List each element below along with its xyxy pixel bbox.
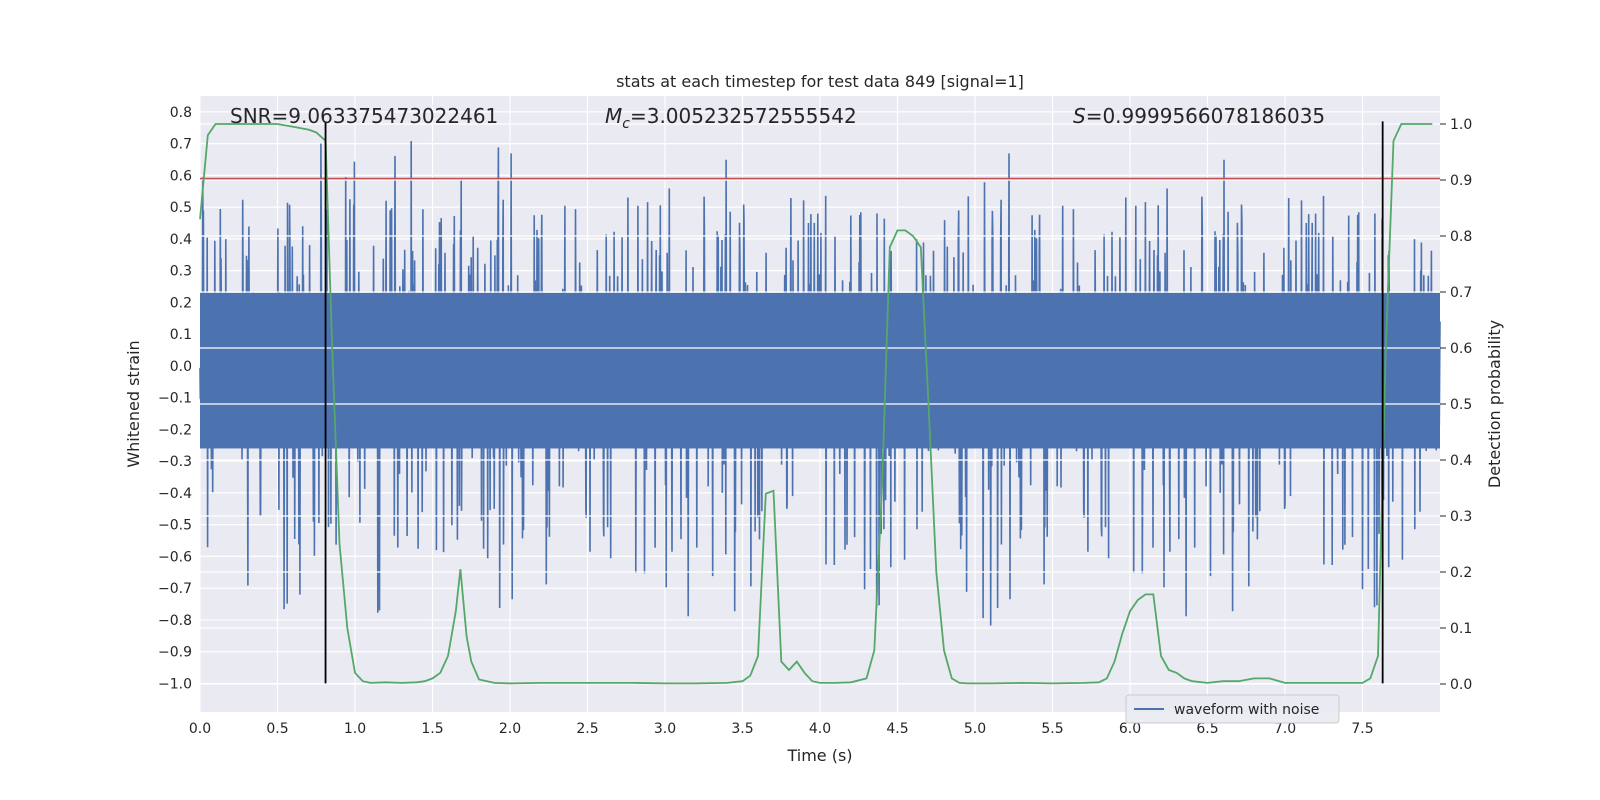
y-tick-label: −0.7	[158, 581, 192, 597]
y2-tick-label: 0.7	[1450, 285, 1472, 301]
y2-tick-label: 0.8	[1450, 229, 1472, 245]
y-tick-label: −0.2	[158, 422, 192, 438]
waveform-line	[199, 140, 1441, 626]
x-tick-label: 3.0	[654, 721, 676, 737]
x-tick-label: 1.0	[344, 721, 366, 737]
probability-line	[199, 123, 1433, 685]
mc-value: =3.005232572555542	[630, 104, 857, 128]
x-axis-ticks: 0.0 0.5 1.0 1.5 2.0 2.5 3.0 3.5 4.0 4.5 5.0 5.5 6.0 6…	[189, 721, 1374, 737]
y2-tick-label: 0.5	[1450, 397, 1472, 413]
legend: waveform with noise	[1125, 694, 1340, 724]
mc-subscript: c	[622, 116, 630, 132]
y-tick-label: −0.8	[158, 613, 192, 629]
y2-tick-label: 0.4	[1450, 453, 1472, 469]
x-tick-label: 4.5	[886, 721, 908, 737]
y-tick-label: −1.0	[158, 676, 192, 692]
mc-symbol: M	[605, 104, 622, 128]
y2-tick-label: 0.3	[1450, 509, 1472, 525]
y-tick-label: 0.8	[170, 105, 192, 121]
x-tick-label: 5.0	[964, 721, 986, 737]
y-axis-label: Whitened strain	[124, 340, 143, 467]
y-tick-label: −0.3	[158, 454, 192, 470]
y-tick-label: 0.1	[170, 327, 192, 343]
y-tick-label: 0.4	[170, 232, 192, 248]
x-tick-label: 2.5	[576, 721, 598, 737]
x-tick-label: 5.5	[1041, 721, 1063, 737]
threshold-line-group	[200, 123, 1440, 685]
x-tick-label: 7.5	[1351, 721, 1373, 737]
legend-box	[1125, 694, 1340, 724]
x-tick-label: 4.0	[809, 721, 831, 737]
y2-axis-ticks: 1.0 0.9 0.8 0.7 0.6 0.5 0.4 0.3 0.2 0.1 0.0	[1440, 117, 1472, 693]
snr-annotation: SNR=9.063375473022461	[230, 104, 498, 128]
y-tick-label: −0.6	[158, 549, 192, 565]
x-tick-label: 1.5	[421, 721, 443, 737]
s-symbol: S	[1073, 104, 1086, 128]
x-tick-label: 0.5	[266, 721, 288, 737]
y-axis-ticks: 0.8 0.7 0.6 0.5 0.4 0.3 0.2 0.1 0.0 −0.1 −0.2 −0.3 −…	[158, 105, 192, 693]
x-tick-label: 0.0	[189, 721, 211, 737]
y-tick-label: 0.2	[170, 295, 192, 311]
y-tick-label: −0.4	[158, 486, 192, 502]
y-tick-label: 0.3	[170, 264, 192, 280]
x-axis-label: Time (s)	[786, 746, 852, 765]
y2-tick-label: 0.6	[1450, 341, 1472, 357]
y2-tick-label: 0.1	[1450, 621, 1472, 637]
y-tick-label: −0.9	[158, 645, 192, 661]
y-tick-label: 0.7	[170, 137, 192, 153]
y-tick-label: 0.0	[170, 359, 192, 375]
s-annotation: S=0.9999566078186035	[1073, 104, 1325, 128]
y2-tick-label: 0.2	[1450, 565, 1472, 581]
y2-tick-label: 1.0	[1450, 117, 1472, 133]
legend-label: waveform with noise	[1174, 702, 1319, 718]
y2-tick-label: 0.0	[1450, 677, 1472, 693]
x-tick-label: 2.0	[499, 721, 521, 737]
probability-series	[199, 123, 1433, 685]
waveform-series	[199, 140, 1441, 626]
x-tick-label: 6.0	[1119, 721, 1141, 737]
y-tick-label: −0.5	[158, 518, 192, 534]
chart-title: stats at each timestep for test data 849…	[616, 72, 1024, 91]
y-tick-label: 0.5	[170, 200, 192, 216]
s-value: =0.9999566078186035	[1086, 104, 1325, 128]
y2-tick-label: 0.9	[1450, 173, 1472, 189]
vertical-markers	[324, 121, 1384, 684]
y2-axis-label: Detection probability	[1485, 320, 1504, 488]
mc-annotation: Mc=3.005232572555542	[605, 104, 857, 132]
x-tick-label: 7.0	[1274, 721, 1296, 737]
x-tick-label: 3.5	[731, 721, 753, 737]
x-tick-label: 6.5	[1196, 721, 1218, 737]
y-tick-label: −0.1	[158, 391, 192, 407]
y-tick-label: 0.6	[170, 168, 192, 184]
